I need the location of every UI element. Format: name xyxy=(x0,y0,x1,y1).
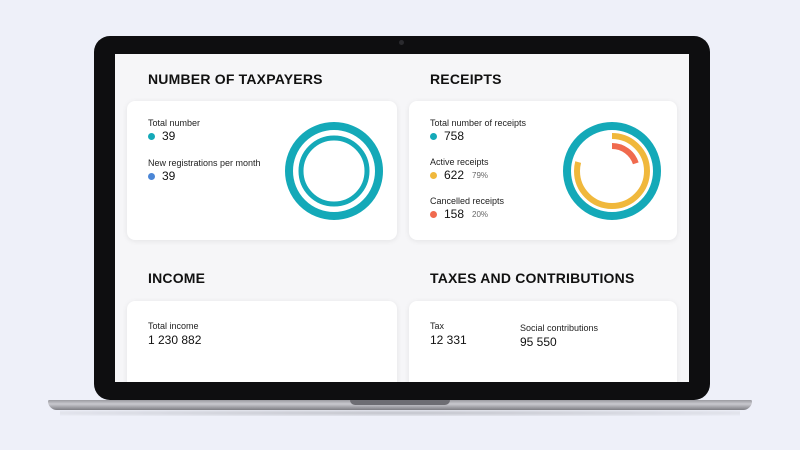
income-title: INCOME xyxy=(148,270,206,286)
dashboard-screen: NUMBER OF TAXPAYERS Total number 39 New … xyxy=(115,54,689,382)
receipts-total-ring xyxy=(563,122,661,220)
registrations-label: New registrations per month xyxy=(148,158,261,168)
tax-value: 12 331 xyxy=(430,333,467,347)
total-income-value: 1 230 882 xyxy=(148,333,202,347)
total-receipts-label: Total number of receipts xyxy=(430,118,527,128)
total-taxpayers-number: 39 xyxy=(162,129,176,143)
coral-legend-dot xyxy=(430,210,437,218)
taxpayers-outer-ring xyxy=(285,122,383,220)
laptop-base-notch xyxy=(350,400,450,405)
cancelled-receipts-label: Cancelled receipts xyxy=(430,196,505,206)
taxpayers-ring-chart xyxy=(285,122,383,220)
receipts-card: Total number of receipts 758 Active rece… xyxy=(409,101,677,240)
taxpayers-card: Total number 39 New registrations per mo… xyxy=(127,101,397,240)
cancelled-receipts-value: 158 20% xyxy=(430,207,488,221)
teal-legend-dot xyxy=(430,132,437,140)
receipts-ring-chart xyxy=(563,122,661,220)
taxpayers-title: NUMBER OF TAXPAYERS xyxy=(148,71,323,87)
total-receipts-number: 758 xyxy=(444,129,465,143)
total-taxpayers-label: Total number xyxy=(148,118,201,128)
registrations-number: 39 xyxy=(162,169,176,183)
yellow-legend-dot xyxy=(430,171,437,179)
receipts-active-arc xyxy=(574,133,650,209)
tax-label: Tax xyxy=(430,321,445,331)
taxes-card: Tax 12 331 Social contributions 95 550 xyxy=(409,301,677,382)
social-contributions-label: Social contributions xyxy=(520,323,599,333)
receipts-title: RECEIPTS xyxy=(430,71,502,87)
receipts-cancelled-arc xyxy=(584,143,640,199)
laptop-shadow xyxy=(60,410,740,416)
cancelled-receipts-percent: 20% xyxy=(472,209,489,219)
total-taxpayers-value: 39 xyxy=(148,129,175,143)
cancelled-receipts-number: 158 xyxy=(444,207,465,221)
taxes-title: TAXES AND CONTRIBUTIONS xyxy=(430,270,635,286)
active-receipts-number: 622 xyxy=(444,168,465,182)
social-contributions-value: 95 550 xyxy=(520,335,557,349)
teal-legend-dot xyxy=(148,132,155,140)
total-income-label: Total income xyxy=(148,321,199,331)
total-receipts-value: 758 xyxy=(430,129,464,143)
blue-legend-dot xyxy=(148,172,155,180)
active-receipts-label: Active receipts xyxy=(430,157,489,167)
registrations-value: 39 xyxy=(148,169,175,183)
income-card: Total income 1 230 882 xyxy=(127,301,397,382)
active-receipts-percent: 79% xyxy=(472,170,489,180)
laptop-base xyxy=(48,400,752,410)
webcam xyxy=(399,40,404,45)
laptop-lid: NUMBER OF TAXPAYERS Total number 39 New … xyxy=(94,36,710,400)
taxpayers-inner-ring xyxy=(298,135,370,207)
active-receipts-value: 622 79% xyxy=(430,168,488,182)
